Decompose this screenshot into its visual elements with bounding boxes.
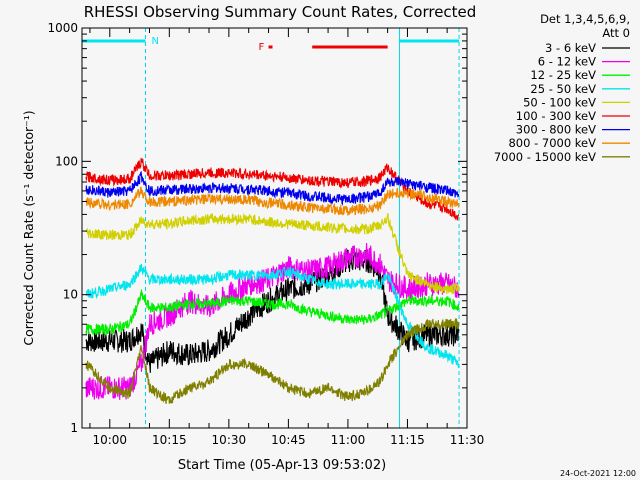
flag-F-label: F — [259, 42, 265, 53]
y-axis-label: Corrected Count Rate (s⁻¹ detector⁻¹) — [21, 110, 36, 345]
x-tick-label: 10:15 — [152, 433, 187, 447]
x-axis-label: Start Time (05-Apr-13 09:53:02) — [178, 458, 386, 473]
legend-label-6: 300 - 800 keV — [516, 123, 596, 137]
x-tick-label: 11:00 — [331, 433, 366, 447]
legend-label-5: 100 - 300 keV — [516, 109, 596, 123]
y-tick-label: 1 — [70, 421, 78, 435]
x-tick-label: 10:45 — [271, 433, 306, 447]
flag-N-label: N — [152, 36, 159, 47]
series-line-7 — [85, 186, 460, 217]
legend-label-2: 12 - 25 keV — [530, 68, 596, 82]
y-tick-label: 100 — [55, 154, 78, 168]
plot-frame — [81, 27, 468, 429]
series-line-4 — [85, 212, 460, 295]
x-tick-label: 10:30 — [212, 433, 247, 447]
series-line-1 — [85, 242, 460, 400]
y-tick-label: 10 — [63, 288, 78, 302]
legend-header-line-2: Att 0 — [602, 26, 630, 40]
legend-header-line-1: Det 1,3,4,5,6,9, — [540, 12, 630, 26]
series-line-6 — [85, 170, 460, 207]
series-line-8 — [85, 317, 460, 404]
legend-label-4: 50 - 100 keV — [523, 95, 596, 109]
legend-label-3: 25 - 50 keV — [530, 82, 596, 96]
legend-label-0: 3 - 6 keV — [545, 41, 596, 55]
x-tick-label: 11:15 — [390, 433, 425, 447]
footer-date: 24-Oct-2021 12:00 — [560, 469, 636, 478]
chart-title: RHESSI Observing Summary Count Rates, Co… — [84, 3, 477, 21]
series-line-2 — [85, 289, 460, 337]
series-line-0 — [85, 249, 460, 373]
x-tick-label: 10:00 — [92, 433, 127, 447]
legend-label-1: 6 - 12 keV — [538, 55, 596, 69]
series-line-3 — [85, 263, 460, 369]
legend-label-8: 7000 - 15000 keV — [494, 150, 596, 164]
legend-label-7: 800 - 7000 keV — [508, 136, 596, 150]
x-tick-label: 11:30 — [450, 433, 485, 447]
y-tick-label: 1000 — [47, 21, 78, 35]
